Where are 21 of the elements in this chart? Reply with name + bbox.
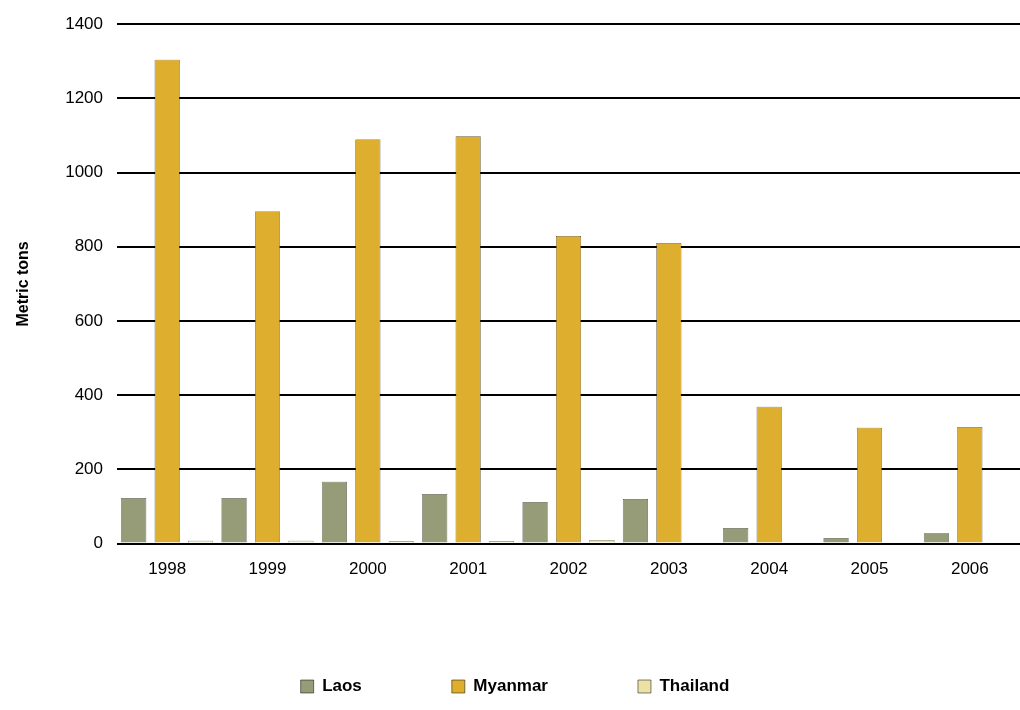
legend-label: Laos (322, 676, 362, 696)
x-tick-label: 2005 (850, 559, 889, 579)
x-tick-label: 1998 (148, 559, 187, 579)
y-tick-label: 1200 (65, 88, 104, 108)
y-tick-label: 600 (74, 310, 104, 330)
x-tick-label: 2001 (449, 559, 488, 579)
y-tick-label: 200 (74, 459, 104, 479)
y-tick-label: 800 (74, 236, 104, 256)
x-tick-label: 2000 (348, 559, 387, 579)
x-tick-label: 2004 (750, 559, 789, 579)
x-tick-label: 2003 (649, 559, 688, 579)
y-tick-label: 1400 (65, 13, 104, 33)
y-tick-label: 1000 (65, 162, 104, 182)
legend-label: Myanmar (473, 676, 549, 696)
y-tick-label: 400 (74, 384, 104, 404)
x-tick-label: 2002 (549, 559, 588, 579)
x-tick-label: 1999 (248, 559, 287, 579)
legend-label: Thailand (659, 676, 730, 696)
x-tick-label: 2006 (950, 559, 989, 579)
y-tick-label: 0 (93, 533, 104, 553)
y-axis-title: Metric tons (14, 241, 32, 327)
